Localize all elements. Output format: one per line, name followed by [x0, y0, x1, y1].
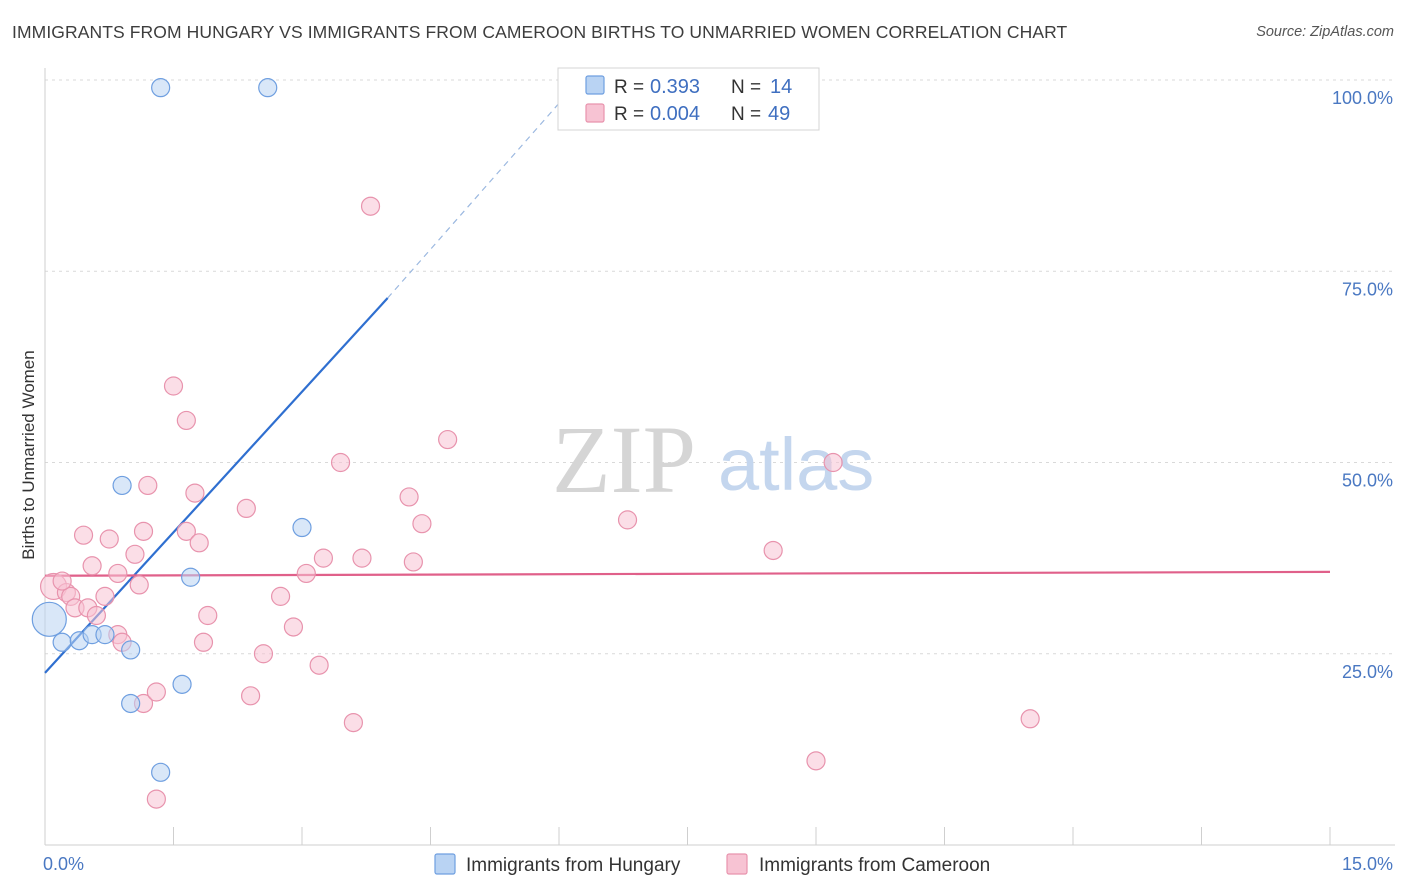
point-hungary	[181, 567, 201, 587]
point-hungary	[292, 517, 312, 538]
point-cameroon	[185, 483, 205, 503]
series-legend: Immigrants from Hungary Immigrants from …	[434, 853, 990, 876]
y-tick-label: 25.0%	[1342, 662, 1393, 682]
y-tick-label: 75.0%	[1342, 279, 1393, 299]
point-cameroon	[73, 525, 94, 545]
point-cameroon	[806, 751, 826, 771]
y-tick-labels: 25.0% 50.0% 75.0% 100.0%	[1332, 88, 1393, 682]
point-cameroon	[108, 563, 128, 584]
series-legend-swatch-cameroon	[726, 853, 748, 875]
point-cameroon	[146, 789, 166, 809]
point-hungary	[258, 78, 278, 98]
point-cameroon	[296, 563, 316, 584]
legend-n-value-hungary: 14	[770, 76, 792, 98]
x-tick-label-end: 15.0%	[1342, 854, 1393, 874]
point-cameroon	[236, 498, 256, 518]
y-axis-title: Births to Unmarried Women	[19, 350, 38, 559]
point-cameroon	[270, 586, 291, 606]
source-label: Source: ZipAtlas.com	[1256, 24, 1394, 40]
point-cameroon	[86, 605, 107, 626]
legend-n-label-cameroon: N =	[731, 104, 761, 125]
x-tick-label-start: 0.0%	[43, 854, 84, 874]
point-cameroon	[198, 605, 218, 626]
point-cameroon	[360, 196, 381, 216]
trend-line-hungary-extension	[387, 83, 577, 299]
axes	[44, 68, 1395, 846]
point-cameroon	[438, 429, 458, 450]
legend-r-value-hungary: 0.393	[650, 76, 700, 98]
point-cameroon	[309, 655, 329, 675]
legend-swatch-cameroon	[585, 103, 605, 123]
point-cameroon	[133, 521, 154, 541]
point-hungary	[121, 640, 141, 660]
point-cameroon	[138, 475, 158, 496]
point-hungary	[151, 78, 171, 98]
legend-n-label-hungary: N =	[731, 77, 761, 98]
point-cameroon	[146, 682, 166, 702]
point-cameroon	[95, 586, 115, 606]
point-cameroon	[1020, 709, 1040, 729]
gridlines	[45, 79, 1395, 655]
point-hungary	[95, 625, 115, 645]
point-cameroon	[129, 575, 149, 595]
point-cameroon	[125, 544, 145, 564]
point-hungary	[151, 762, 171, 782]
data-points	[31, 78, 1040, 809]
point-cameroon	[617, 510, 638, 530]
point-hungary	[172, 674, 192, 694]
point-cameroon	[343, 712, 363, 733]
watermark-zip: ZIP	[552, 406, 696, 513]
x-tick-labels: 0.0% 15.0%	[43, 854, 1393, 874]
series-legend-swatch-hungary	[434, 853, 456, 875]
legend-r-label-cameroon: R =	[614, 104, 644, 125]
trend-line-cameroon	[44, 570, 1331, 577]
point-hungary	[112, 475, 132, 496]
point-cameroon	[283, 617, 304, 637]
point-cameroon	[176, 521, 196, 541]
point-hungary	[31, 601, 67, 637]
legend-r-value-cameroon: 0.004	[650, 103, 700, 125]
legend-n-value-cameroon: 49	[768, 103, 790, 125]
point-cameroon	[163, 376, 184, 396]
point-cameroon	[823, 452, 843, 473]
point-cameroon	[412, 514, 432, 534]
point-cameroon	[399, 487, 419, 507]
point-hungary	[52, 632, 72, 652]
legend-r-label-hungary: R =	[614, 77, 644, 98]
point-cameroon	[352, 548, 372, 568]
point-cameroon	[241, 686, 261, 706]
point-cameroon	[99, 529, 119, 549]
point-cameroon	[193, 632, 214, 652]
point-hungary	[121, 693, 141, 714]
y-tick-label: 50.0%	[1342, 471, 1393, 491]
point-cameroon	[763, 540, 783, 561]
trend-lines	[44, 83, 1331, 674]
point-cameroon	[176, 410, 196, 431]
watermark-atlas: atlas	[718, 423, 874, 506]
series-legend-label-cameroon: Immigrants from Cameroon	[759, 855, 990, 876]
chart-title: IMMIGRANTS FROM HUNGARY VS IMMIGRANTS FR…	[12, 22, 1068, 42]
y-tick-label: 100.0%	[1332, 88, 1393, 108]
legend-swatch-hungary	[585, 75, 605, 95]
point-cameroon	[313, 548, 334, 568]
point-cameroon	[330, 452, 351, 473]
point-cameroon	[82, 556, 102, 576]
point-cameroon	[52, 571, 72, 591]
series-legend-label-hungary: Immigrants from Hungary	[466, 855, 681, 876]
correlation-legend: R = 0.393 N = 14 R = 0.004 N = 49	[557, 67, 820, 131]
point-cameroon	[189, 533, 209, 553]
point-cameroon	[403, 552, 423, 572]
point-cameroon	[253, 644, 274, 664]
